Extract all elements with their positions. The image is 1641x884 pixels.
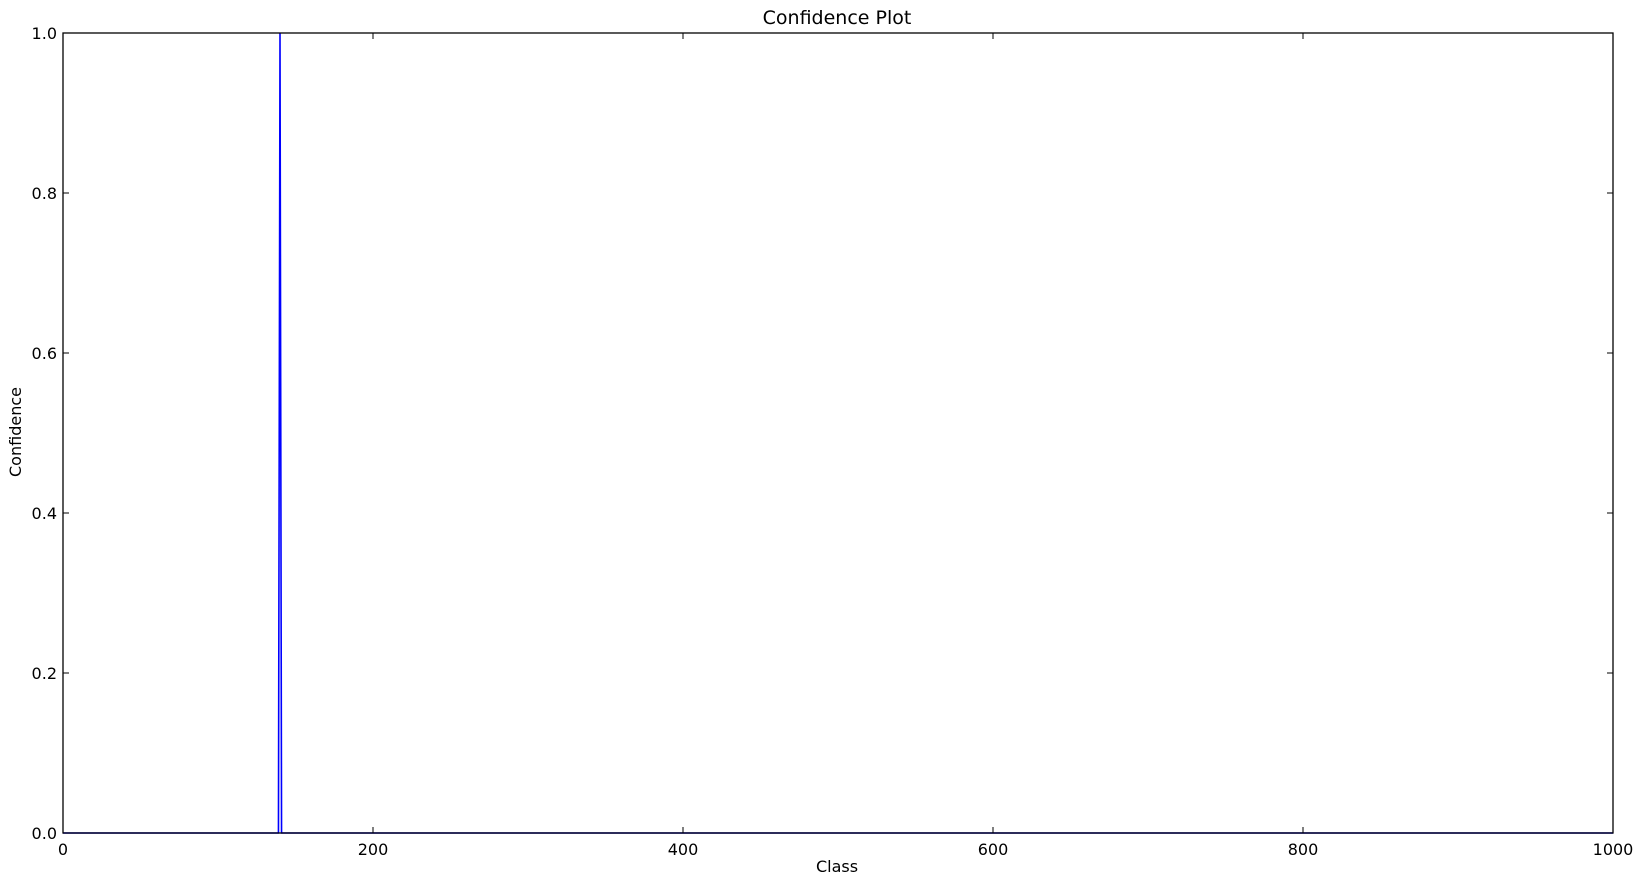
y-tick-label: 0.4 <box>32 504 57 523</box>
x-tick-label: 200 <box>358 840 389 859</box>
plot-area: 0 200 400 600 800 1000 0.0 0.2 0.4 0.6 0.8 1.0 <box>32 24 1634 859</box>
x-tick-label: 800 <box>1288 840 1319 859</box>
x-tick-label: 400 <box>668 840 699 859</box>
chart-title: Confidence Plot <box>763 7 912 29</box>
x-tick-label: 0 <box>58 840 68 859</box>
y-axis-label: Confidence <box>6 387 25 477</box>
x-tick-label: 1000 <box>1593 840 1634 859</box>
y-tick-label: 0.6 <box>32 344 57 363</box>
y-tick-label: 0.8 <box>32 184 57 203</box>
x-axis-label: Class <box>816 857 858 876</box>
axes-frame <box>62 32 1614 834</box>
y-tick-label: 1.0 <box>32 24 57 43</box>
y-tick-label: 0.0 <box>32 824 57 843</box>
x-tick-label: 600 <box>978 840 1009 859</box>
y-tick-label: 0.2 <box>32 664 57 683</box>
